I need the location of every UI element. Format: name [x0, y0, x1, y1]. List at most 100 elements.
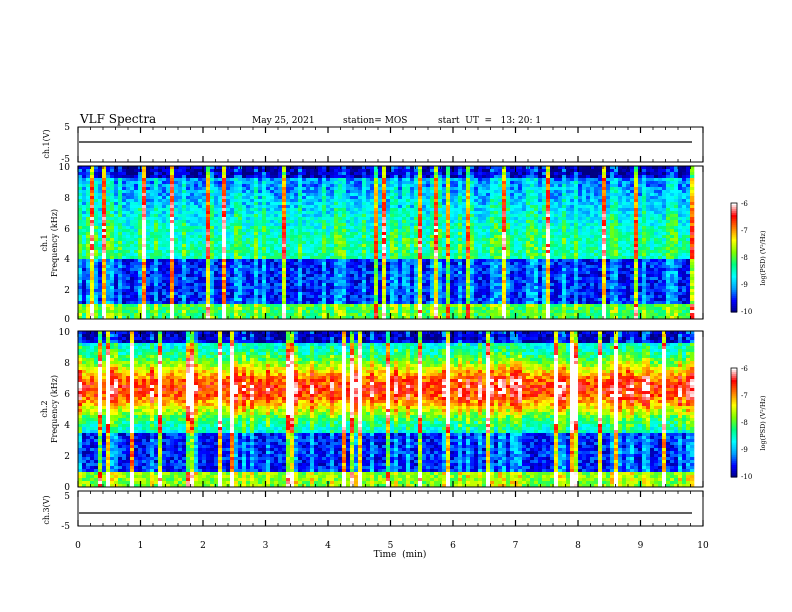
spectrogram-cell: [298, 196, 303, 200]
spectrogram-cell: [142, 256, 147, 260]
spectrogram-cell: [406, 247, 411, 251]
spectrogram-cell: [278, 187, 283, 191]
spectrogram-cell: [182, 256, 187, 260]
spectrogram-cell: [350, 280, 355, 284]
spectrogram-cell: [370, 184, 375, 188]
spectrogram-cell: [342, 184, 347, 188]
spectrogram-cell: [82, 190, 87, 194]
spectrogram-cell: [326, 277, 331, 281]
spectrogram-cell: [358, 214, 363, 218]
spectrogram-cell: [158, 259, 163, 263]
spectrogram-cell: [90, 202, 95, 206]
spectrogram-cell: [270, 271, 275, 275]
spectrogram-cell: [166, 187, 171, 191]
spectrogram-cell: [406, 211, 411, 215]
spectrogram-cell: [358, 169, 363, 173]
spectrogram-cell: [222, 226, 227, 230]
spectrogram-cell: [370, 280, 375, 284]
spectrogram-cell: [402, 181, 407, 185]
spectrogram-cell: [82, 295, 87, 299]
spectrogram-cell: [150, 184, 155, 188]
spectrogram-cell: [198, 313, 203, 317]
spectrogram-cell: [222, 241, 227, 245]
spectrogram-cell: [246, 214, 251, 218]
spectrogram-cell: [414, 256, 419, 260]
spectrogram-cell: [202, 298, 207, 302]
spectrogram-cell: [430, 178, 435, 182]
spectrogram-cell: [150, 292, 155, 296]
spectrogram-cell: [266, 211, 271, 215]
spectrogram-cell: [266, 277, 271, 281]
spectrogram-cell: [266, 214, 271, 218]
spectrogram-cell: [374, 214, 379, 218]
spectrogram-cell: [374, 247, 379, 251]
spectrogram-cell: [430, 172, 435, 176]
spectrogram-cell: [98, 265, 103, 269]
spectrogram-cell: [142, 175, 147, 179]
spectrogram-cell: [290, 202, 295, 206]
spectrogram-cell: [234, 298, 239, 302]
spectrogram-cell: [206, 268, 211, 272]
spectrogram-cell: [278, 202, 283, 206]
spectrogram-cell: [378, 250, 383, 254]
spectrogram-cell: [342, 313, 347, 317]
spectrogram-cell: [194, 235, 199, 239]
spectrogram-cell: [230, 184, 235, 188]
spectrogram-cell: [362, 256, 367, 260]
spectrogram-cell: [178, 208, 183, 212]
spectrogram-cell: [114, 307, 119, 311]
spectrogram-cell: [206, 223, 211, 227]
spectrogram-cell: [82, 181, 87, 185]
spectrogram-cell: [306, 244, 311, 248]
spectrogram-cell: [222, 262, 227, 266]
spectrogram-cell: [262, 286, 267, 290]
spectrogram-cell: [298, 280, 303, 284]
spectrogram-cell: [270, 280, 275, 284]
spectrogram-cell: [118, 247, 123, 251]
spectrogram-cell: [402, 307, 407, 311]
spectrogram-cell: [434, 244, 439, 248]
spectrogram-cell: [414, 301, 419, 305]
spectrogram-cell: [94, 277, 99, 281]
spectrogram-cell: [146, 211, 151, 215]
spectrogram-cell: [142, 238, 147, 242]
spectrogram-cell: [134, 274, 139, 278]
spectrogram-cell: [306, 199, 311, 203]
spectrogram-cell: [258, 301, 263, 305]
spectrogram-cell: [218, 247, 223, 251]
spectrogram-cell: [94, 184, 99, 188]
spectrogram-cell: [458, 259, 463, 263]
spectrogram-cell: [290, 250, 295, 254]
spectrogram-cell: [290, 298, 295, 302]
spectrogram-cell: [198, 169, 203, 173]
spectrogram-cell: [294, 313, 299, 317]
spectrogram-cell: [418, 286, 423, 290]
spectrogram-cell: [254, 253, 259, 257]
spectrogram-cell: [382, 292, 387, 296]
spectrogram-cell: [354, 214, 359, 218]
spectrogram-cell: [250, 235, 255, 239]
spectrogram-cell: [134, 172, 139, 176]
spectrogram-cell: [378, 229, 383, 233]
spectrogram-cell: [362, 301, 367, 305]
spectrogram-cell: [334, 184, 339, 188]
spectrogram-cell: [354, 232, 359, 236]
spectrogram-cell: [422, 214, 427, 218]
spectrogram-cell: [246, 199, 251, 203]
spectrogram-cell: [270, 202, 275, 206]
spectrogram-cell: [286, 175, 291, 179]
spectrogram-cell: [82, 265, 87, 269]
spectrogram-cell: [402, 190, 407, 194]
spectrogram-cell: [290, 196, 295, 200]
spectrogram-cell: [86, 286, 91, 290]
spectrogram-cell: [318, 265, 323, 269]
spectrogram-cell: [234, 229, 239, 233]
spectrogram-cell: [342, 301, 347, 305]
spectrogram-cell: [410, 250, 415, 254]
spectrogram-cell: [82, 199, 87, 203]
spectrogram-cell: [398, 199, 403, 203]
spectrogram-cell: [182, 310, 187, 314]
spectrogram-cell: [150, 169, 155, 173]
spectrogram-cell: [286, 310, 291, 314]
spectrogram-cell: [306, 166, 311, 170]
